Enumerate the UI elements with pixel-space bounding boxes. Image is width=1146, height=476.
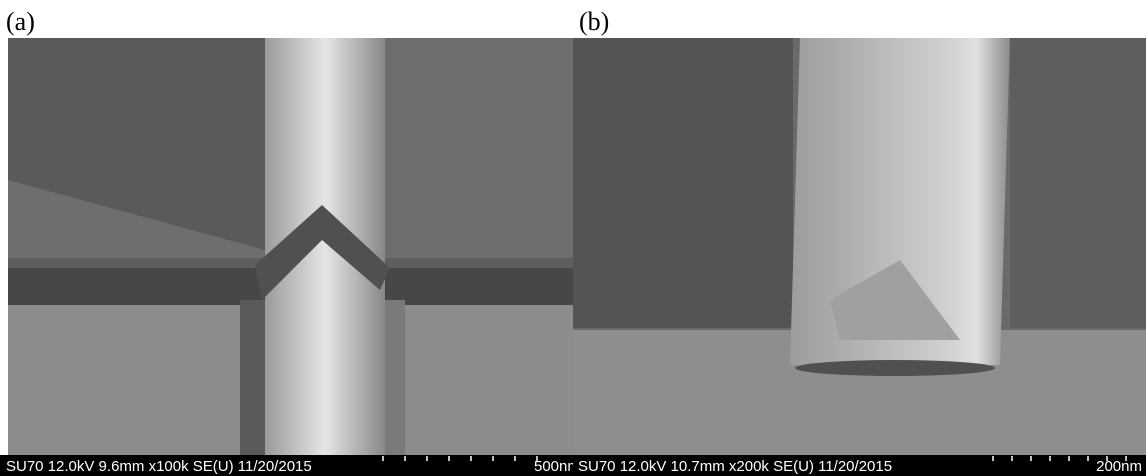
panel-label: (a) [6,7,35,36]
info-text: SU70 12.0kV 10.7mm x200k SE(U) 11/20/201… [578,458,892,475]
info-bar [573,455,1146,476]
scale-label: 500nm [534,458,580,475]
panel-label: (b) [579,7,609,36]
sem-image-b [573,38,1146,455]
scale-label: 200nm [1096,458,1142,475]
sem-image-a [8,38,573,455]
scale-bar [382,456,538,461]
info-bar [0,455,573,476]
info-text: SU70 12.0kV 9.6mm x100k SE(U) 11/20/2015 [6,458,312,475]
scale-bar [992,456,1127,461]
